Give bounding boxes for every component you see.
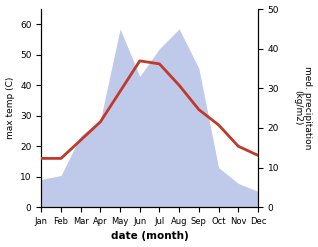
X-axis label: date (month): date (month) (111, 231, 189, 242)
Y-axis label: max temp (C): max temp (C) (5, 77, 15, 139)
Y-axis label: med. precipitation
(kg/m2): med. precipitation (kg/m2) (293, 66, 313, 150)
